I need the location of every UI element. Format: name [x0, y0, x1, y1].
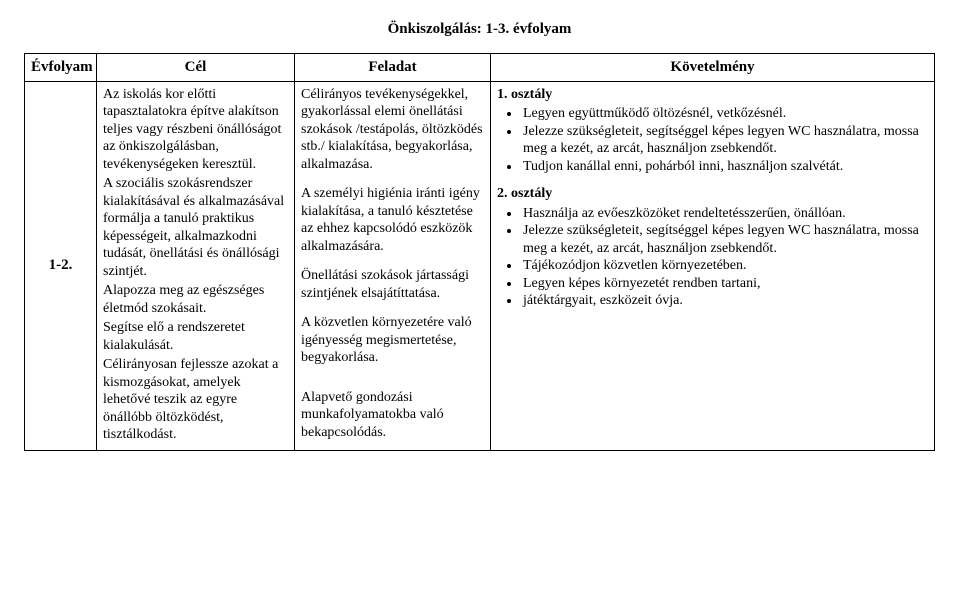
requirement-list: Használja az evőeszközöket rendeltetéssz… [497, 205, 928, 310]
cell-goal: Az iskolás kor előtti tapasztalatokra ép… [97, 81, 295, 450]
requirement-item: Tudjon kanállal enni, pohárból inni, has… [521, 158, 928, 176]
curriculum-table: Évfolyam Cél Feladat Követelmény 1-2. Az… [24, 53, 935, 451]
table-header-row: Évfolyam Cél Feladat Követelmény [25, 53, 935, 81]
header-requirement: Követelmény [491, 53, 935, 81]
task-paragraph: A személyi higiénia iránti igény kialakí… [301, 185, 484, 255]
requirement-item: Tájékozódjon közvetlen környezetében. [521, 257, 928, 275]
requirement-item: játéktárgyait, eszközeit óvja. [521, 292, 928, 310]
requirement-item: Legyen együttműködő öltözésnél, vetkőzés… [521, 105, 928, 123]
header-grade: Évfolyam [25, 53, 97, 81]
requirement-group-1: 1. osztály Legyen együttműködő öltözésné… [497, 86, 928, 176]
goal-paragraph: A szociális szokásrendszer kialakításáva… [103, 175, 288, 280]
cell-grade: 1-2. [25, 81, 97, 450]
requirement-group-2: 2. osztály Használja az evőeszközöket re… [497, 185, 928, 310]
task-paragraph: Alapvető gondozási munkafolyamatokba val… [301, 389, 484, 442]
task-paragraph: A közvetlen környezetére való igényesség… [301, 314, 484, 367]
requirement-heading: 1. osztály [497, 86, 928, 104]
requirement-item: Jelezze szükségleteit, segítséggel képes… [521, 222, 928, 257]
goal-paragraph: Segítse elő a rendszeretet kialakulását. [103, 319, 288, 354]
task-paragraph: Célirányos tevékenységekkel, gyakorlássa… [301, 86, 484, 174]
goal-paragraph: Alapozza meg az egészséges életmód szoká… [103, 282, 288, 317]
requirement-item: Legyen képes környezetét rendben tartani… [521, 275, 928, 293]
header-goal: Cél [97, 53, 295, 81]
goal-paragraph: Az iskolás kor előtti tapasztalatokra ép… [103, 86, 288, 174]
requirement-list: Legyen együttműködő öltözésnél, vetkőzés… [497, 105, 928, 175]
task-paragraph: Önellátási szokások jártassági szintjéne… [301, 267, 484, 302]
cell-requirement: 1. osztály Legyen együttműködő öltözésné… [491, 81, 935, 450]
table-row: 1-2. Az iskolás kor előtti tapasztalatok… [25, 81, 935, 450]
requirement-heading: 2. osztály [497, 185, 928, 203]
requirement-item: Jelezze szükségleteit, segítséggel képes… [521, 123, 928, 158]
page-title: Önkiszolgálás: 1-3. évfolyam [24, 20, 935, 39]
cell-task: Célirányos tevékenységekkel, gyakorlássa… [295, 81, 491, 450]
header-task: Feladat [295, 53, 491, 81]
requirement-item: Használja az evőeszközöket rendeltetéssz… [521, 205, 928, 223]
goal-paragraph: Célirányosan fejlessze azokat a kismozgá… [103, 356, 288, 444]
